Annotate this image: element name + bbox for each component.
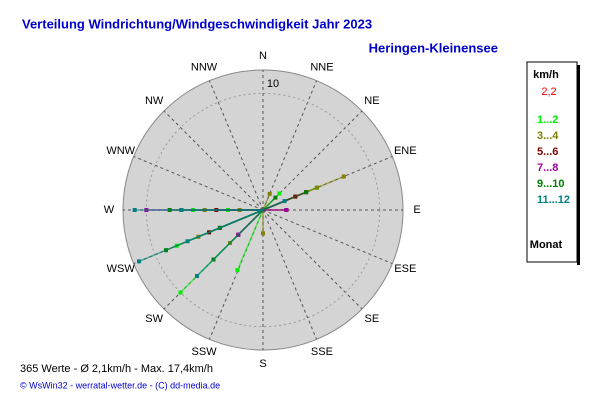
direction-label: ENE [394,145,417,157]
direction-label: NW [145,95,164,107]
legend-label: 5...6 [537,146,558,158]
wind-point [284,208,289,212]
direction-label: WNW [106,145,135,157]
direction-label: E [413,204,420,216]
wind-ray [187,209,264,242]
wind-ray [196,209,264,277]
direction-label: WSW [107,263,136,275]
legend-label: 11...12 [537,194,570,206]
wind-ray [236,209,264,271]
direction-label: SW [145,313,163,325]
subtitle: Heringen-Kleinensee [369,40,498,55]
direction-label: S [259,358,266,370]
direction-label: SSE [311,346,333,358]
legend-box [526,61,578,263]
direction-label: SE [365,313,380,325]
chart-title: Verteilung Windrichtung/Windgeschwindigk… [22,16,372,31]
direction-label: NNW [191,62,218,74]
r-tick-label: 10 [267,78,279,90]
legend-label: 9...10 [537,178,565,190]
direction-label: NE [364,95,379,107]
direction-label: ESE [394,263,416,275]
legend-mean: 2,2 [541,86,556,98]
wind-ray [262,193,271,211]
wind-point [341,174,346,179]
legend-title: km/h [533,69,559,81]
wind-point [137,259,142,264]
spoke [208,80,264,211]
wind-point [179,208,184,212]
wind-point [195,273,200,278]
legend-shadow [577,65,580,265]
legend-footer: Monat [530,239,563,251]
direction-label: N [259,50,267,62]
direction-label: W [104,204,115,216]
wind-ray [262,200,285,211]
wind-point [273,195,278,200]
spoke [163,110,264,211]
legend-label: 1...2 [537,114,558,126]
footer: 365 Werte - Ø 2,1km/h - Max. 17,4km/h [20,363,213,375]
wind-point [178,290,183,295]
wind-point [267,191,272,196]
direction-label: SSW [192,346,218,358]
wind-point [132,208,137,212]
wind-point [261,231,265,236]
wind-ray [262,197,276,211]
credits: © WsWin32 - werratal-wetter.de - (C) dd-… [20,380,220,390]
wind-point [185,239,190,244]
wind-point [282,199,287,204]
direction-label: NNE [310,62,333,74]
legend-label: 3...4 [537,130,559,142]
wind-point [277,191,282,196]
spoke [262,209,318,340]
spoke [133,155,264,211]
wind-point [235,268,240,273]
wind-point [304,190,309,195]
legend-label: 7...8 [537,162,558,174]
spoke [208,209,264,340]
